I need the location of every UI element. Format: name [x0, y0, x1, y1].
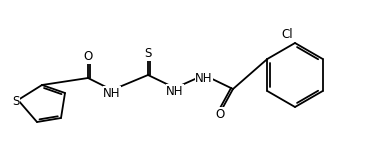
Text: O: O — [215, 108, 225, 121]
Text: NH: NH — [166, 85, 184, 98]
Text: S: S — [12, 95, 20, 108]
Text: NH: NH — [103, 87, 121, 100]
Text: Cl: Cl — [281, 28, 293, 41]
Text: S: S — [144, 47, 152, 60]
Text: O: O — [83, 50, 93, 63]
Text: NH: NH — [195, 72, 213, 85]
